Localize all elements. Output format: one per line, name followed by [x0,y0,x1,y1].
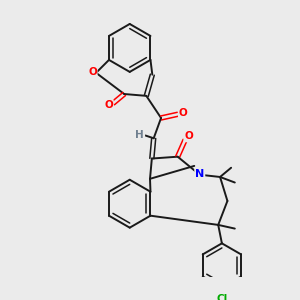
Text: H: H [136,130,144,140]
Text: O: O [88,67,97,77]
Text: Cl: Cl [216,294,227,300]
Text: N: N [195,169,204,179]
Text: O: O [104,100,113,110]
Text: O: O [184,131,193,141]
Text: O: O [179,108,188,118]
